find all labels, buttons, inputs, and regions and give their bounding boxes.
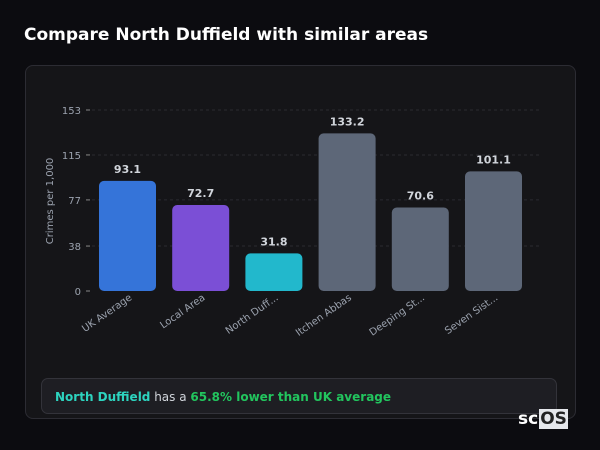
x-tick-label: Seven Sist...	[443, 292, 500, 337]
x-tick-label: Itchen Abbas	[294, 292, 354, 338]
area-name: North Duffield	[55, 390, 151, 404]
scos-logo: sc OS	[517, 409, 568, 429]
bar	[245, 253, 303, 291]
data-label: 31.8	[260, 235, 287, 248]
x-tick-label: Local Area	[158, 292, 207, 331]
x-tick-label: Deeping St...	[368, 292, 427, 338]
summary-text: has a	[150, 390, 191, 404]
logo-text: sc	[518, 409, 539, 429]
bar	[99, 180, 156, 291]
comparison-summary: North Duffield has a 65.8% lower than UK…	[41, 378, 557, 414]
x-tick-label: UK Average	[80, 292, 134, 334]
y-axis-label: Crimes per 1,000	[45, 158, 56, 245]
data-label: 101.1	[476, 153, 511, 166]
x-tick-label: North Duff...	[224, 292, 281, 336]
y-tick-label: 115	[62, 151, 81, 162]
bar	[391, 207, 449, 291]
bar	[465, 171, 522, 291]
data-label: 133.2	[330, 115, 365, 128]
y-tick-label: 38	[68, 242, 81, 253]
logo-text-box: OS	[539, 409, 568, 429]
data-label: 93.1	[114, 163, 141, 176]
data-label: 70.6	[407, 189, 434, 202]
bar	[318, 133, 376, 291]
data-label: 72.7	[187, 187, 214, 200]
comparison-highlight: 65.8% lower than UK average	[190, 390, 392, 404]
y-tick-label: 153	[62, 106, 81, 117]
y-tick-label: 77	[68, 196, 81, 207]
bar	[172, 204, 230, 291]
page-title: Compare North Duffield with similar area…	[24, 25, 429, 45]
y-tick-label: 0	[75, 287, 81, 298]
